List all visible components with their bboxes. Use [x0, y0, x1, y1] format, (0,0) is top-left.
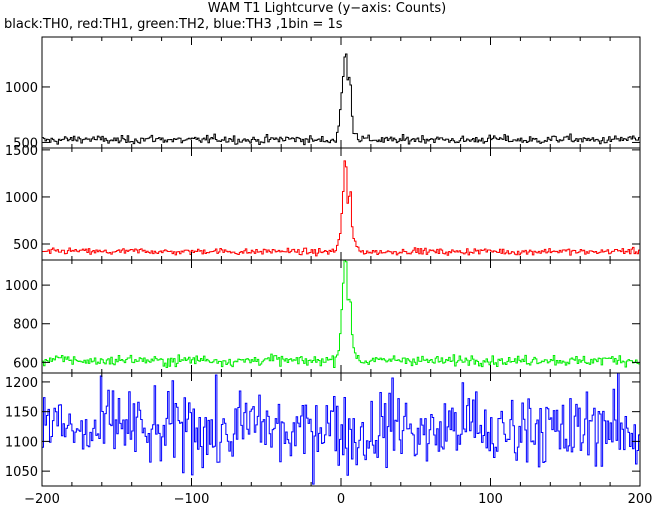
- y-tick-label: 600: [13, 356, 38, 371]
- y-tick-label: 1050: [5, 465, 38, 480]
- y-tick-label: 1000: [5, 81, 38, 96]
- y-tick-label: 800: [13, 318, 38, 333]
- x-tick-label: −100: [174, 492, 210, 505]
- lightcurve-th3: [42, 372, 640, 485]
- chart-subtitle: black:TH0, red:TH1, green:TH2, blue:TH3 …: [4, 17, 343, 32]
- lightcurve-th0: [42, 53, 640, 146]
- y-tick-label: 1500: [5, 144, 38, 159]
- panel-frame: [41, 147, 641, 261]
- y-tick-label: 1000: [5, 279, 38, 294]
- chart-title: WAM T1 Lightcurve (y−axis: Counts): [207, 1, 447, 16]
- y-tick-label: 1100: [5, 435, 38, 450]
- lightcurve-th1: [42, 160, 640, 257]
- x-tick-label: 200: [628, 492, 653, 505]
- x-tick-label: 100: [478, 492, 503, 505]
- y-tick-label: 1150: [5, 406, 38, 421]
- x-tick-label: 0: [337, 492, 345, 505]
- y-tick-label: 1000: [5, 191, 38, 206]
- y-tick-label: 1200: [5, 376, 38, 391]
- y-tick-label: 500: [13, 136, 38, 151]
- lightcurve-th2: [42, 259, 640, 369]
- x-tick-label: −200: [24, 492, 60, 505]
- y-tick-label: 500: [13, 238, 38, 253]
